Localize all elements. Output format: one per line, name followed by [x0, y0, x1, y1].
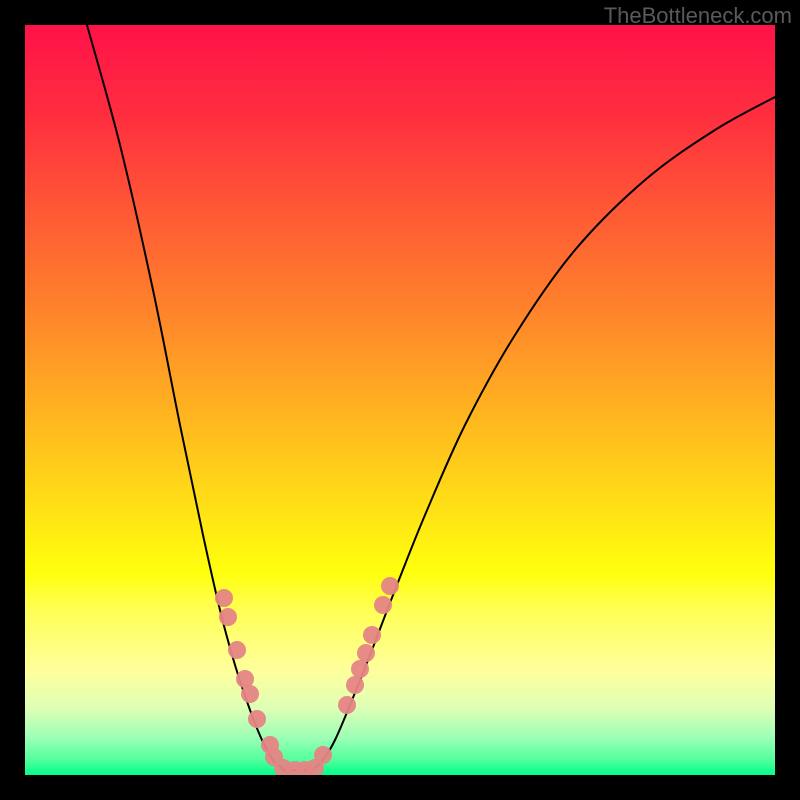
data-marker: [215, 589, 233, 607]
data-marker: [346, 676, 364, 694]
data-marker: [357, 644, 375, 662]
data-marker: [338, 696, 356, 714]
data-marker: [363, 626, 381, 644]
data-marker: [248, 710, 266, 728]
data-marker: [228, 641, 246, 659]
data-marker: [351, 660, 369, 678]
data-marker: [381, 577, 399, 595]
data-marker: [241, 685, 259, 703]
data-marker: [374, 596, 392, 614]
bottleneck-chart: [25, 25, 775, 775]
data-marker: [219, 608, 237, 626]
chart-background: [25, 25, 775, 775]
chart-svg: [25, 25, 775, 775]
data-marker: [314, 746, 332, 764]
watermark-text: TheBottleneck.com: [604, 3, 792, 29]
